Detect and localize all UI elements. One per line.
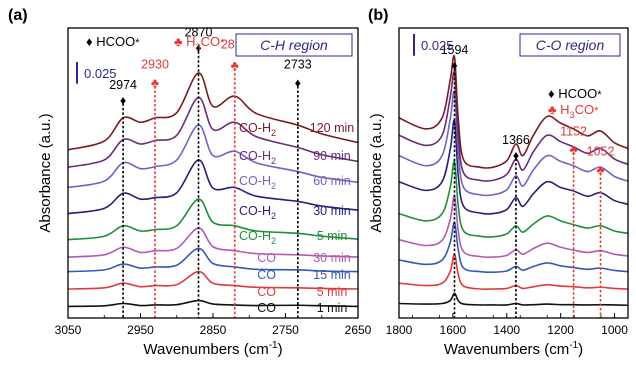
plot-frame bbox=[398, 27, 629, 319]
peak-label-2930: 2930 bbox=[141, 58, 169, 72]
series-line-4 bbox=[398, 195, 629, 259]
panel-label: (a) bbox=[8, 7, 28, 24]
panel-label: (b) bbox=[368, 7, 388, 24]
x-tick-label-1400: 1400 bbox=[493, 323, 520, 337]
x-axis-label: Wavenumbers (cm-1) bbox=[444, 340, 583, 358]
x-tick-label-2650: 2650 bbox=[345, 323, 372, 337]
series-line-8 bbox=[398, 70, 629, 182]
peak-symbol-2930: ♣ bbox=[151, 76, 159, 90]
peak-symbol-2733: ♦ bbox=[295, 76, 301, 90]
series-label-gas-4: CO bbox=[257, 251, 276, 265]
region-box bbox=[235, 33, 353, 57]
x-tick-label-1200: 1200 bbox=[547, 323, 574, 337]
legend-item-2: ♣ H3CO* bbox=[548, 102, 599, 120]
peak-symbol-2820: ♣ bbox=[231, 59, 239, 73]
series-label-time-1: 1 min bbox=[317, 301, 348, 315]
peak-symbol-1152: ♣ bbox=[569, 143, 577, 157]
series-label-time-4: 30 min bbox=[313, 251, 351, 265]
series-line-3 bbox=[67, 247, 359, 273]
series-label-gas-7: CO-H2 bbox=[239, 174, 276, 191]
series-label-gas-5: CO-H2 bbox=[239, 229, 276, 246]
x-tick-label-1800: 1800 bbox=[386, 323, 413, 337]
peak-symbol-2870: ♦ bbox=[195, 41, 201, 55]
series-label-gas-1: CO bbox=[257, 301, 276, 315]
peak-symbol-2974: ♦ bbox=[120, 93, 126, 107]
legend-item-1: ♦ HCOO* bbox=[548, 86, 602, 101]
series-line-5 bbox=[398, 160, 629, 238]
x-tick-label-2850: 2850 bbox=[200, 323, 227, 337]
peak-label-1594: 1594 bbox=[441, 43, 469, 57]
peak-label-1052: 1052 bbox=[587, 145, 615, 159]
series-label-gas-9: CO-H2 bbox=[239, 121, 276, 138]
peak-symbol-1366: ♦ bbox=[513, 149, 519, 163]
panel-b-co-region: (b) ♦ 1594 ♦ 1366 ♣ 1152 ♣ 1052 1800 1600 1400 1200 1… bbox=[368, 7, 629, 358]
series-line-2 bbox=[67, 270, 359, 290]
peak-symbol-1594: ♦ bbox=[451, 59, 457, 73]
series-label-time-7: 60 min bbox=[313, 174, 351, 188]
x-tick-label-3050: 3050 bbox=[55, 323, 82, 337]
series-label-gas-2: CO bbox=[257, 285, 276, 299]
peak-symbol-1052: ♣ bbox=[596, 163, 604, 177]
x-tick-label-1600: 1600 bbox=[440, 323, 467, 337]
peak-label-2733: 2733 bbox=[284, 58, 312, 72]
peak-label-2974: 2974 bbox=[109, 78, 137, 92]
series-line-1 bbox=[67, 299, 359, 308]
series-line-1 bbox=[398, 292, 629, 307]
legend-item-1: ♦ HCOO* bbox=[86, 34, 140, 49]
scale-bar-label: 0.025 bbox=[84, 66, 117, 81]
series-line-2 bbox=[398, 253, 629, 291]
series-label-time-6: 30 min bbox=[313, 204, 351, 218]
region-label: C-H region bbox=[260, 37, 328, 53]
series-line-6 bbox=[398, 119, 629, 215]
peak-label-1152: 1152 bbox=[560, 124, 587, 138]
series-label-time-3: 15 min bbox=[313, 268, 351, 282]
x-tick-label-2950: 2950 bbox=[127, 323, 154, 337]
series-label-time-2: 5 min bbox=[317, 285, 348, 299]
legend-item-2: ♣ H3CO* bbox=[174, 34, 225, 52]
series-label-gas-6: CO-H2 bbox=[239, 204, 276, 221]
peak-label-1366: 1366 bbox=[502, 133, 530, 147]
series-line-7 bbox=[398, 90, 629, 197]
series-label-time-9: 120 min bbox=[310, 121, 355, 135]
series-label-time-5: 5 min bbox=[317, 229, 348, 243]
x-tick-label-2750: 2750 bbox=[272, 323, 299, 337]
y-axis-label: Absorbance (a.u.) bbox=[37, 113, 54, 232]
series-label-gas-8: CO-H2 bbox=[239, 149, 276, 166]
x-axis-label: Wavenumbers (cm-1) bbox=[143, 340, 282, 358]
series-label-gas-3: CO bbox=[257, 268, 276, 282]
region-box bbox=[519, 33, 621, 57]
series-line-9 bbox=[398, 54, 629, 169]
series-label-time-8: 90 min bbox=[313, 149, 351, 163]
x-tick-label-1000: 1000 bbox=[601, 323, 628, 337]
scale-bar-label: 0.025 bbox=[421, 38, 454, 53]
peak-label-2870: 2870 bbox=[185, 26, 213, 40]
region-label: C-O region bbox=[536, 37, 605, 53]
series-line-3 bbox=[398, 221, 629, 274]
y-axis-label: Absorbance (a.u.) bbox=[368, 113, 385, 232]
